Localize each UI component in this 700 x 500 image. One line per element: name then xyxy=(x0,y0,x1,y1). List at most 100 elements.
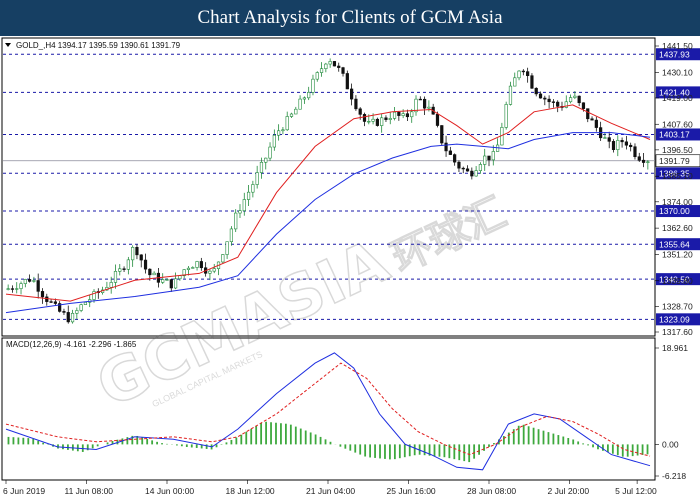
candle-body xyxy=(401,113,405,116)
candle-body xyxy=(109,282,113,288)
candle-body xyxy=(616,140,620,150)
candle-body xyxy=(577,95,581,104)
candle-body xyxy=(611,141,616,150)
candle-body xyxy=(629,144,633,148)
y-tick-label: 1351.20 xyxy=(662,249,693,259)
level-price-box xyxy=(656,273,700,286)
y-tick-label: 1362.60 xyxy=(662,223,693,233)
candle-body xyxy=(337,65,341,68)
level-price-label: 1386.35 xyxy=(659,169,690,179)
candle-body xyxy=(538,93,543,99)
candle-body xyxy=(392,111,397,119)
candle-body xyxy=(264,157,268,163)
candle-body xyxy=(19,283,23,289)
candle-body xyxy=(199,261,203,269)
candle-body xyxy=(465,168,470,172)
candle-body xyxy=(118,268,122,272)
candle-body xyxy=(594,119,598,128)
current-price-box xyxy=(655,154,700,168)
candle-body xyxy=(345,73,349,90)
candle-body xyxy=(83,301,88,305)
macd-y-tick-label: 18.961 xyxy=(662,343,688,353)
candle-body xyxy=(281,129,285,132)
candle-body xyxy=(556,101,560,107)
x-tick-label: 11 Jun 08:00 xyxy=(65,486,114,496)
x-tick-label: 25 Jun 16:00 xyxy=(387,486,436,496)
candle-body xyxy=(384,117,388,120)
x-tick-label: 5 Jul 12:00 xyxy=(615,486,657,496)
candle-body xyxy=(573,95,577,98)
candle-body xyxy=(641,159,646,163)
x-tick-label: 6 Jun 2019 xyxy=(3,486,45,496)
candle-body xyxy=(294,108,298,115)
candle-body xyxy=(405,113,410,118)
candle-body xyxy=(113,271,118,283)
candle-body xyxy=(375,118,379,126)
candle-body xyxy=(603,137,607,139)
candle-body xyxy=(491,151,495,161)
candle-body xyxy=(32,280,36,282)
candle-body xyxy=(624,141,628,146)
candle-body xyxy=(418,98,422,101)
level-price-box xyxy=(656,313,700,326)
candle-body xyxy=(238,210,242,214)
candle-body xyxy=(551,101,555,103)
candle-body xyxy=(521,70,525,73)
candle-body xyxy=(470,170,474,177)
candle-body xyxy=(268,146,272,159)
candle-body xyxy=(208,270,212,274)
candle-body xyxy=(186,267,191,270)
candle-body xyxy=(173,278,178,289)
candle-body xyxy=(212,268,216,272)
dropdown-triangle-icon[interactable] xyxy=(5,43,11,47)
y-tick-label: 1339.80 xyxy=(662,276,693,286)
candle-body xyxy=(487,155,491,161)
y-tick-label: 1374.00 xyxy=(662,197,693,207)
level-price-box xyxy=(656,238,700,251)
macd-y-tick-label: -6.218 xyxy=(662,471,686,481)
y-tick-label: 1396.50 xyxy=(662,145,693,155)
candle-body xyxy=(414,98,418,113)
candle-body xyxy=(607,137,611,142)
candle-body xyxy=(161,279,165,283)
ma-fast-line xyxy=(5,104,651,302)
macd-y-tick-label: 0.00 xyxy=(662,439,679,449)
macd-signal-line xyxy=(5,362,651,457)
candle-body xyxy=(341,67,345,74)
candle-body xyxy=(354,98,358,110)
candle-body xyxy=(225,241,229,255)
candle-body xyxy=(350,88,354,100)
candle-body xyxy=(448,150,452,155)
candle-body xyxy=(148,268,152,276)
candle-body xyxy=(298,98,302,110)
candle-body xyxy=(126,259,130,270)
candle-body xyxy=(122,268,126,270)
candle-body xyxy=(620,140,624,143)
candle-body xyxy=(457,161,461,169)
candle-body xyxy=(590,118,594,121)
candle-body xyxy=(70,312,75,323)
candle-body xyxy=(646,161,650,163)
candle-body xyxy=(440,125,444,144)
candle-body xyxy=(367,120,371,123)
candle-body xyxy=(526,71,530,77)
current-price-label: 1391.79 xyxy=(659,156,690,166)
candle-body xyxy=(513,77,517,87)
candle-body xyxy=(637,156,641,161)
candle-body xyxy=(315,72,319,80)
candle-body xyxy=(36,280,40,292)
y-tick-label: 1441.50 xyxy=(662,41,693,51)
level-price-label: 1340.50 xyxy=(659,274,690,284)
candle-body xyxy=(246,191,251,200)
candle-body xyxy=(444,142,448,152)
x-tick-label: 2 Jul 20:00 xyxy=(548,486,590,496)
candle-body xyxy=(435,113,440,126)
level-price-label: 1370.00 xyxy=(659,206,690,216)
level-price-label: 1421.40 xyxy=(659,88,690,98)
candle-body xyxy=(483,155,487,165)
candle-body xyxy=(49,301,53,303)
level-price-label: 1323.09 xyxy=(659,315,690,325)
candle-body xyxy=(547,98,551,103)
candle-body xyxy=(319,68,324,73)
candle-body xyxy=(143,259,148,270)
